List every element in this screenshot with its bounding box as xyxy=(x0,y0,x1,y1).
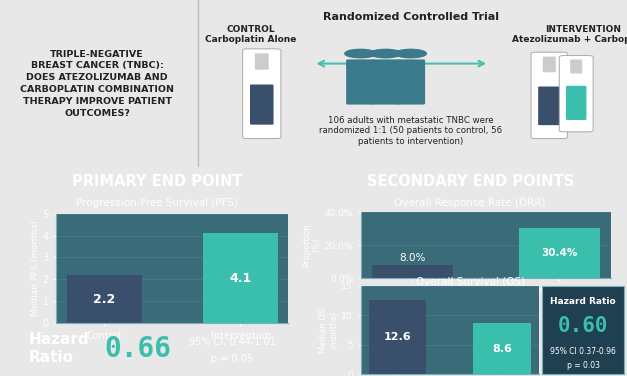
Text: INTERVENTION
Atezolizumab + Carboplatin: INTERVENTION Atezolizumab + Carboplatin xyxy=(512,25,627,44)
Text: p = 0.05: p = 0.05 xyxy=(211,354,253,364)
Y-axis label: Median PFS (months): Median PFS (months) xyxy=(31,221,40,316)
Bar xyxy=(372,265,453,278)
FancyBboxPatch shape xyxy=(531,52,567,138)
FancyBboxPatch shape xyxy=(250,85,273,125)
FancyBboxPatch shape xyxy=(559,56,593,132)
Bar xyxy=(67,275,142,323)
Text: 8.6: 8.6 xyxy=(492,344,512,354)
Text: 95% CI, 0.44-1.01: 95% CI, 0.44-1.01 xyxy=(189,337,275,347)
FancyBboxPatch shape xyxy=(543,56,556,72)
Circle shape xyxy=(395,49,426,58)
Bar xyxy=(519,228,600,278)
Bar xyxy=(369,300,426,374)
FancyArrowPatch shape xyxy=(319,61,484,66)
Circle shape xyxy=(345,49,376,58)
FancyBboxPatch shape xyxy=(538,86,561,125)
Y-axis label: Median OS
(months): Median OS (months) xyxy=(319,307,339,353)
Text: SECONDARY END POINTS: SECONDARY END POINTS xyxy=(367,174,574,189)
Text: Overall Response Rate (ORR): Overall Response Rate (ORR) xyxy=(394,198,546,208)
Text: Hazard
Ratio: Hazard Ratio xyxy=(28,332,89,365)
FancyBboxPatch shape xyxy=(346,59,375,105)
Circle shape xyxy=(370,49,401,58)
Text: 0.60: 0.60 xyxy=(558,317,608,337)
FancyBboxPatch shape xyxy=(243,49,281,138)
Bar xyxy=(473,323,531,374)
Text: 4.1: 4.1 xyxy=(229,272,251,285)
Text: p = 0.03: p = 0.03 xyxy=(567,361,599,370)
Text: 95% CI 0.37-0.96: 95% CI 0.37-0.96 xyxy=(550,347,616,356)
Text: Progression-Free Survival (PFS): Progression-Free Survival (PFS) xyxy=(76,198,238,208)
Text: Overall Survival (OS): Overall Survival (OS) xyxy=(416,277,525,287)
Text: Randomized Controlled Trial: Randomized Controlled Trial xyxy=(323,12,498,22)
FancyBboxPatch shape xyxy=(570,59,582,73)
FancyBboxPatch shape xyxy=(371,59,400,105)
Text: 0.66: 0.66 xyxy=(105,335,171,362)
Text: 8.0%: 8.0% xyxy=(399,253,426,262)
FancyBboxPatch shape xyxy=(255,53,269,70)
Text: 106 adults with metastatic TNBC were
randomized 1:1 (50 patients to control, 56
: 106 adults with metastatic TNBC were ran… xyxy=(319,116,502,146)
Text: Hazard Ratio: Hazard Ratio xyxy=(551,297,616,306)
Text: 12.6: 12.6 xyxy=(384,332,411,342)
Text: 2.2: 2.2 xyxy=(93,293,115,306)
FancyBboxPatch shape xyxy=(566,86,586,120)
Y-axis label: Proportion
(%): Proportion (%) xyxy=(302,223,322,267)
Text: 30.4%: 30.4% xyxy=(541,248,577,258)
FancyBboxPatch shape xyxy=(396,59,425,105)
Text: PRIMARY END POINT: PRIMARY END POINT xyxy=(71,174,242,189)
Text: CONTROL
Carboplatin Alone: CONTROL Carboplatin Alone xyxy=(205,25,297,44)
Bar xyxy=(203,233,278,323)
Text: TRIPLE-NEGATIVE
BREAST CANCER (TNBC):
DOES ATEZOLIZUMAB AND
CARBOPLATIN COMBINAT: TRIPLE-NEGATIVE BREAST CANCER (TNBC): DO… xyxy=(20,50,174,118)
